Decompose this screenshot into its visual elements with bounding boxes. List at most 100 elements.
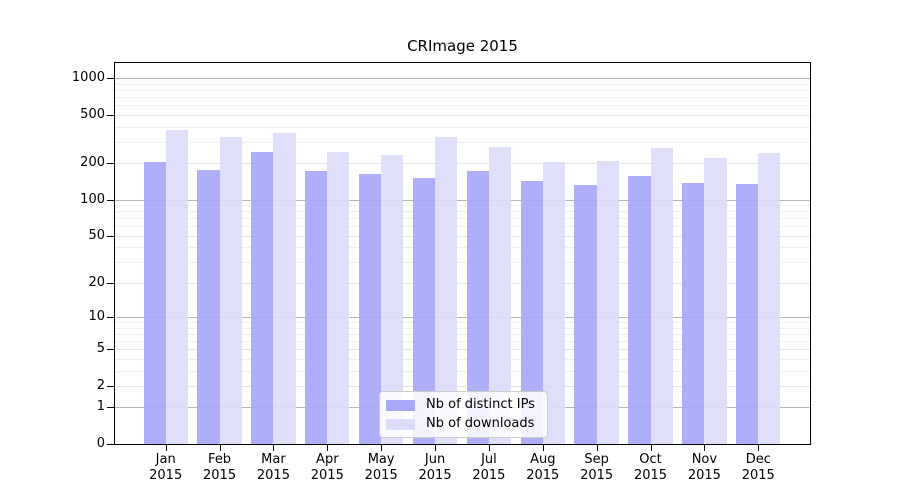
y-tick-10 bbox=[107, 317, 114, 319]
gridline-40 bbox=[115, 247, 810, 249]
gridline-30 bbox=[115, 262, 810, 264]
x-tick-label-jan: Jan 2015 bbox=[149, 452, 183, 483]
bar-aug-nb-of-downloads bbox=[542, 162, 565, 444]
gridline-8 bbox=[115, 327, 810, 329]
y-tick-label-2: 2 bbox=[96, 377, 105, 393]
y-axis-labels: 0 1 2 5 10 20 50 100 200 500 1000 bbox=[0, 63, 105, 451]
bar-dec-nb-of-distinct-ips bbox=[736, 183, 759, 444]
gridline-600 bbox=[115, 105, 810, 107]
y-tick-500 bbox=[107, 114, 114, 116]
bar-sep-nb-of-downloads bbox=[596, 161, 619, 444]
gridline-10 bbox=[115, 317, 810, 319]
x-tick-label-aug: Aug 2015 bbox=[526, 452, 560, 483]
x-tick-label-nov: Nov 2015 bbox=[687, 452, 721, 483]
x-tick-oct bbox=[650, 444, 652, 451]
x-tick-label-dec: Dec 2015 bbox=[741, 452, 775, 483]
gridline-200 bbox=[115, 163, 810, 165]
y-tick-label-5: 5 bbox=[96, 341, 105, 357]
y-tick-100 bbox=[107, 199, 114, 201]
bar-nov-nb-of-downloads bbox=[704, 158, 727, 444]
x-tick-label-jul: Jul 2015 bbox=[472, 452, 506, 483]
grid-layer bbox=[115, 63, 810, 444]
y-tick-200 bbox=[107, 163, 114, 165]
legend-swatch-nb-of-distinct-ips bbox=[386, 399, 415, 411]
gridline-6 bbox=[115, 340, 810, 342]
bar-jan-nb-of-distinct-ips bbox=[143, 161, 166, 444]
y-tick-label-1: 1 bbox=[96, 399, 105, 415]
gridline-2 bbox=[115, 385, 810, 387]
gridline-90 bbox=[115, 205, 810, 207]
gridline-50 bbox=[115, 235, 810, 237]
gridline-5 bbox=[115, 349, 810, 351]
y-tick-label-20: 20 bbox=[88, 274, 105, 290]
gridline-60 bbox=[115, 226, 810, 228]
y-tick-label-100: 100 bbox=[80, 191, 105, 207]
gridline-4 bbox=[115, 358, 810, 360]
x-tick-sep bbox=[596, 444, 598, 451]
gridline-7 bbox=[115, 333, 810, 335]
x-tick-label-feb: Feb 2015 bbox=[203, 452, 237, 483]
x-tick-label-oct: Oct 2015 bbox=[633, 452, 668, 483]
y-tick-label-1000: 1000 bbox=[71, 70, 105, 86]
gridline-400 bbox=[115, 126, 810, 128]
x-tick-aug bbox=[542, 444, 544, 451]
legend-label-nb-of-downloads: Nb of downloads bbox=[426, 416, 535, 431]
x-tick-label-sep: Sep 2015 bbox=[580, 452, 614, 483]
x-tick-apr bbox=[327, 444, 329, 451]
gridline-800 bbox=[115, 90, 810, 92]
legend: Nb of distinct IPs Nb of downloads bbox=[379, 391, 548, 438]
gridline-900 bbox=[115, 83, 810, 85]
x-tick-label-mar: Mar 2015 bbox=[256, 452, 290, 483]
y-tick-label-50: 50 bbox=[88, 227, 105, 243]
y-tick-1 bbox=[107, 407, 114, 409]
bar-may-nb-of-downloads bbox=[381, 154, 404, 444]
bar-apr-nb-of-distinct-ips bbox=[305, 171, 328, 444]
y-tick-5 bbox=[107, 349, 114, 351]
legend-row-nb-of-distinct-ips: Nb of distinct IPs bbox=[386, 397, 535, 413]
gridline-100 bbox=[115, 199, 810, 201]
bar-jul-nb-of-distinct-ips bbox=[466, 170, 489, 444]
bar-oct-nb-of-distinct-ips bbox=[628, 176, 651, 444]
bar-jan-nb-of-downloads bbox=[165, 130, 188, 444]
bar-sep-nb-of-distinct-ips bbox=[574, 185, 597, 444]
gridline-1000 bbox=[115, 78, 810, 80]
bar-nov-nb-of-distinct-ips bbox=[682, 182, 705, 444]
legend-label-nb-of-distinct-ips: Nb of distinct IPs bbox=[426, 397, 535, 412]
gridline-20 bbox=[115, 282, 810, 284]
x-tick-label-jun: Jun 2015 bbox=[418, 452, 452, 483]
plot-area bbox=[107, 62, 811, 451]
gridline-300 bbox=[115, 141, 810, 143]
x-tick-label-may: May 2015 bbox=[364, 452, 398, 483]
x-axis-labels: Jan 2015 Feb 2015 Mar 2015 Apr 2015 May 2015… bbox=[115, 452, 810, 492]
y-tick-20 bbox=[107, 282, 114, 284]
legend-row-nb-of-downloads: Nb of downloads bbox=[386, 416, 535, 432]
x-tick-label-apr: Apr 2015 bbox=[310, 452, 344, 483]
x-tick-jan bbox=[165, 444, 167, 451]
bar-feb-nb-of-downloads bbox=[219, 137, 242, 444]
x-tick-nov bbox=[704, 444, 706, 451]
bar-layer bbox=[115, 63, 810, 444]
gridline-3 bbox=[115, 370, 810, 372]
y-tick-1000 bbox=[107, 78, 114, 80]
bar-mar-nb-of-distinct-ips bbox=[251, 151, 274, 444]
bar-jun-nb-of-downloads bbox=[435, 137, 458, 444]
chart-title: CRImage 2015 bbox=[407, 37, 518, 55]
y-tick-2 bbox=[107, 385, 114, 387]
y-tick-label-500: 500 bbox=[80, 106, 105, 122]
bar-aug-nb-of-distinct-ips bbox=[520, 180, 543, 444]
bar-apr-nb-of-downloads bbox=[327, 152, 350, 444]
bar-feb-nb-of-distinct-ips bbox=[197, 170, 220, 444]
bar-dec-nb-of-downloads bbox=[758, 152, 781, 444]
x-tick-jul bbox=[488, 444, 490, 451]
y-tick-label-200: 200 bbox=[80, 155, 105, 171]
bar-oct-nb-of-downloads bbox=[650, 148, 673, 444]
gridline-70 bbox=[115, 218, 810, 220]
x-tick-mar bbox=[273, 444, 275, 451]
legend-swatch-nb-of-downloads bbox=[386, 418, 415, 430]
x-tick-feb bbox=[219, 444, 221, 451]
y-tick-0 bbox=[107, 444, 114, 445]
bar-mar-nb-of-downloads bbox=[273, 132, 296, 444]
gridline-9 bbox=[115, 322, 810, 324]
gridline-500 bbox=[115, 114, 810, 116]
